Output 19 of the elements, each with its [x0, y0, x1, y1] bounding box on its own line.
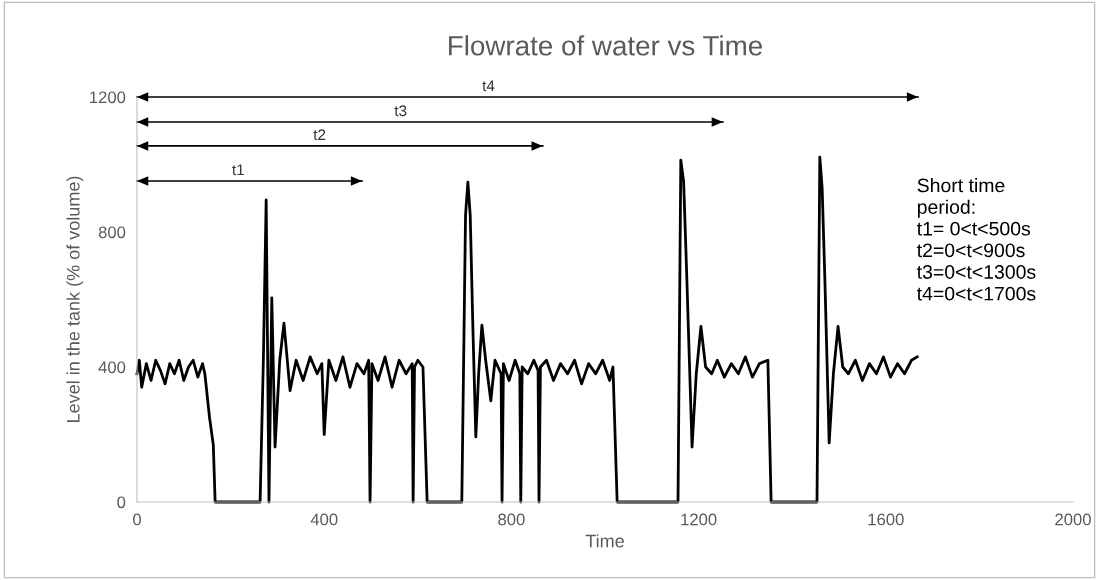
y-axis-title: Level in the tank (% of volume) [66, 176, 84, 422]
line-series [135, 155, 919, 504]
x-tick-label: 800 [498, 513, 525, 526]
y-tick-label: 800 [98, 226, 126, 239]
x-tick-label: 400 [310, 513, 338, 526]
annotation: t1 [232, 164, 244, 176]
text: t4 [482, 80, 495, 92]
x-axis-title: Time [585, 534, 624, 548]
annotation: t2 [313, 129, 326, 141]
x-tick-label: 0 [133, 513, 141, 526]
y-tick-label: 400 [98, 361, 126, 374]
x-tick-label: 2000 [1055, 513, 1091, 526]
annotation: t3 [394, 105, 407, 117]
x-tick-label: 1200 [681, 513, 717, 526]
annotation: Short time period: t1= 0<t<500s t2=0<t<900s t3=0<t<1300s t4=0<t<1700s [916, 178, 1036, 301]
y-tick-label: 1200 [90, 91, 126, 104]
chart-title: Flowrate of water vs Time [449, 35, 762, 56]
y-tick-label: 0 [117, 496, 126, 509]
x-tick-label: 1600 [868, 513, 904, 526]
